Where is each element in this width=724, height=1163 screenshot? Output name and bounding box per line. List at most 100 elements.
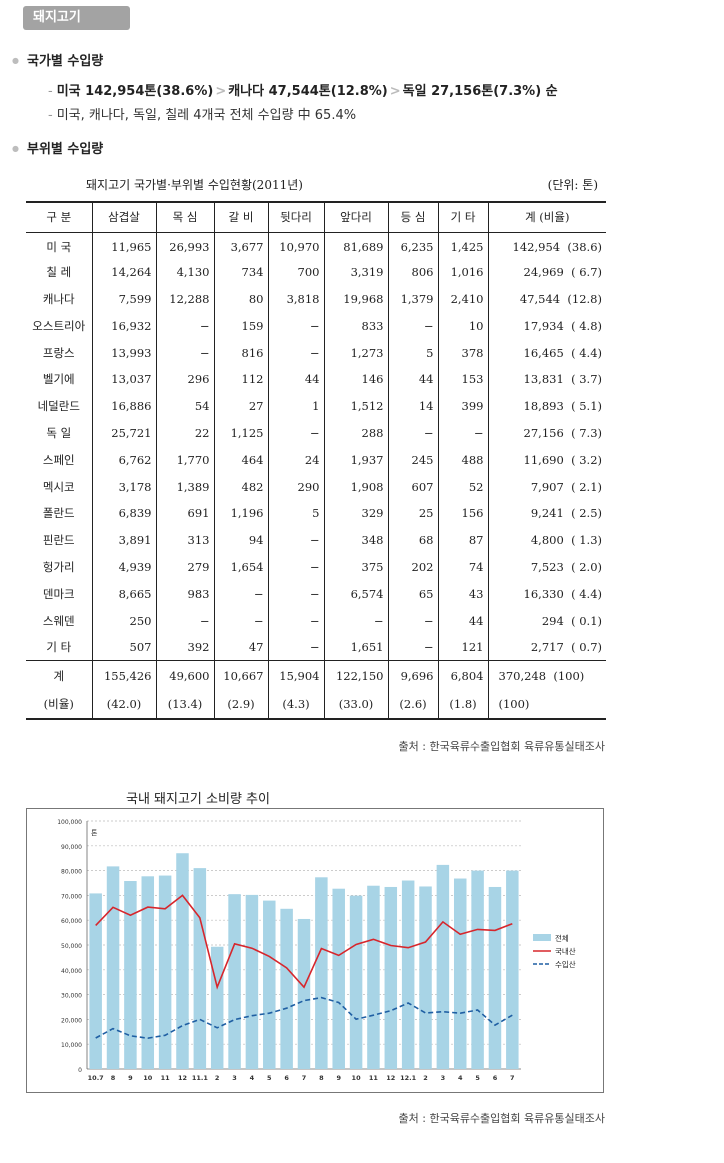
country-cell: 헝가리 <box>42 559 75 574</box>
country-cell: 스웨덴 <box>42 613 75 628</box>
country-cell: 독 일 <box>46 425 72 440</box>
bar <box>315 877 328 1069</box>
value-cell: 3,677 <box>213 232 268 259</box>
y-tick-label: 90,000 <box>61 844 82 851</box>
value-cell: 833 <box>323 312 388 340</box>
y-tick-label: 60,000 <box>61 918 82 925</box>
domestic-line <box>95 894 513 990</box>
summary-line-1: - 미국 142,954톤(38.6%) > 캐나다 47,544톤(12.8%) > 독… <box>48 80 558 99</box>
column-header: 구 분 <box>26 202 92 233</box>
value-cell: 4,800 ( 1.3) <box>487 526 606 554</box>
value-cell: 44 <box>387 365 438 393</box>
value-cell: 288 <box>323 419 388 447</box>
part-import-heading: 부위별 수입량 <box>12 138 103 157</box>
total-cell: 10,667 <box>213 660 268 691</box>
value-cell: 482 <box>213 473 268 500</box>
value-cell: 74 <box>437 553 488 581</box>
total-cell: 122,150 <box>323 660 388 691</box>
y-tick-label: 20,000 <box>61 1017 82 1024</box>
x-tick-label: 11 <box>161 1074 171 1082</box>
imported-line <box>95 996 513 1040</box>
country-cell: 네덜란드 <box>37 399 80 414</box>
x-tick-label: 3 <box>232 1074 237 1082</box>
value-cell: 4,130 <box>155 258 214 286</box>
x-tick-label: 4 <box>458 1074 463 1082</box>
value-cell: 24,969 ( 6.7) <box>487 258 606 286</box>
value-cell: 10 <box>437 312 488 340</box>
country-cell: 멕시코 <box>42 479 75 494</box>
x-tick-label: 4 <box>250 1074 255 1082</box>
value-cell: 159 <box>213 312 268 340</box>
bar <box>401 880 415 1069</box>
value-cell: 16,886 <box>91 392 156 420</box>
value-cell: 9,241 ( 2.5) <box>487 499 606 527</box>
value-cell: 146 <box>323 365 388 393</box>
value-cell: − <box>387 607 438 634</box>
bar <box>488 886 502 1069</box>
ratio-cell: (100) <box>487 690 606 719</box>
value-cell: 983 <box>155 580 214 608</box>
value-cell: 94 <box>213 526 268 554</box>
value-cell: − <box>213 607 268 634</box>
table-row: 덴마크 8,665 983− −6,574 65 43 16,330 ( 4.4) <box>26 580 606 608</box>
value-cell: 1,196 <box>213 499 268 527</box>
value-cell: 816 <box>213 339 268 366</box>
x-tick-label: 3 <box>441 1074 446 1082</box>
country-cell: 덴마크 <box>42 586 75 601</box>
country-cell: 캐나다 <box>42 291 75 306</box>
value-cell: − <box>267 633 324 661</box>
summary-share: 미국, 캐나다, 독일, 칠레 4개국 전체 수입량 中 65.4% <box>56 108 357 123</box>
column-header: 삼겹살 <box>91 202 156 233</box>
value-cell: 87 <box>437 526 488 554</box>
value-cell: 700 <box>267 258 324 286</box>
value-cell: 392 <box>155 633 214 661</box>
bar <box>453 878 467 1069</box>
value-cell: 44 <box>267 365 324 393</box>
value-cell: 44 <box>437 607 488 634</box>
value-cell: 16,330 ( 4.4) <box>487 580 606 608</box>
value-cell: 8,665 <box>91 580 156 608</box>
bar <box>332 888 345 1069</box>
value-cell: 156 <box>437 499 488 527</box>
table-row: 프랑스 13,993−816−1,273 5 378 16,465 ( 4.4) <box>26 339 606 366</box>
chart-frame: 0 10,000 20,000 30,000 40,000 50,000 60,000 70,… <box>26 808 604 1093</box>
bar <box>419 886 432 1069</box>
value-cell: 806 <box>387 258 438 286</box>
value-cell: 507 <box>91 633 156 661</box>
chart-source: 출처 : 한국육류수출입협회 육류유통실태조사 <box>398 1112 605 1125</box>
legend-label: 수입산 <box>555 959 576 969</box>
table-row: 네덜란드 16,886 54 27 1 1,512 14 399 18,893 ( 5.1) <box>26 392 606 420</box>
country-cell: 칠 레 <box>46 265 72 280</box>
chevron-right-icon: > <box>215 84 227 99</box>
column-header: 등 심 <box>387 202 438 233</box>
x-tick-label: 7 <box>302 1074 307 1082</box>
value-cell: 279 <box>155 553 214 581</box>
value-cell: 329 <box>323 499 388 527</box>
value-cell: 16,465 ( 4.4) <box>487 339 606 366</box>
value-cell: 290 <box>267 473 324 500</box>
value-cell: 13,831 ( 3.7) <box>487 365 606 393</box>
value-cell: 112 <box>213 365 268 393</box>
value-cell: 27 <box>213 392 268 420</box>
bar <box>471 870 484 1069</box>
bar <box>106 866 120 1069</box>
value-cell: 734 <box>213 258 268 286</box>
column-header: 기 타 <box>437 202 488 233</box>
value-cell: 47,544 (12.8) <box>487 285 606 313</box>
table-row: 멕시코 3,178 1,389 482 290 1,908 607 52 7,907 ( 2.1… <box>26 473 606 500</box>
value-cell: − <box>387 312 438 340</box>
total-cell: 9,696 <box>387 660 438 691</box>
table-row: 스페인 6,762 1,770 464 24 1,937 245 488 11,690 ( 3.… <box>26 446 606 474</box>
value-cell: 313 <box>155 526 214 554</box>
value-cell: 16,932 <box>91 312 156 340</box>
value-cell: 12,288 <box>155 285 214 313</box>
value-cell: 5 <box>387 339 438 366</box>
x-tick-label: 2 <box>215 1074 220 1082</box>
bar <box>158 875 172 1069</box>
value-cell: 18,893 ( 5.1) <box>487 392 606 420</box>
value-cell: 7,907 ( 2.1) <box>487 473 606 500</box>
y-tick-label: 0 <box>78 1067 82 1074</box>
x-tick-label: 9 <box>128 1074 133 1082</box>
value-cell: 81,689 <box>323 232 388 259</box>
value-cell: 607 <box>387 473 438 500</box>
